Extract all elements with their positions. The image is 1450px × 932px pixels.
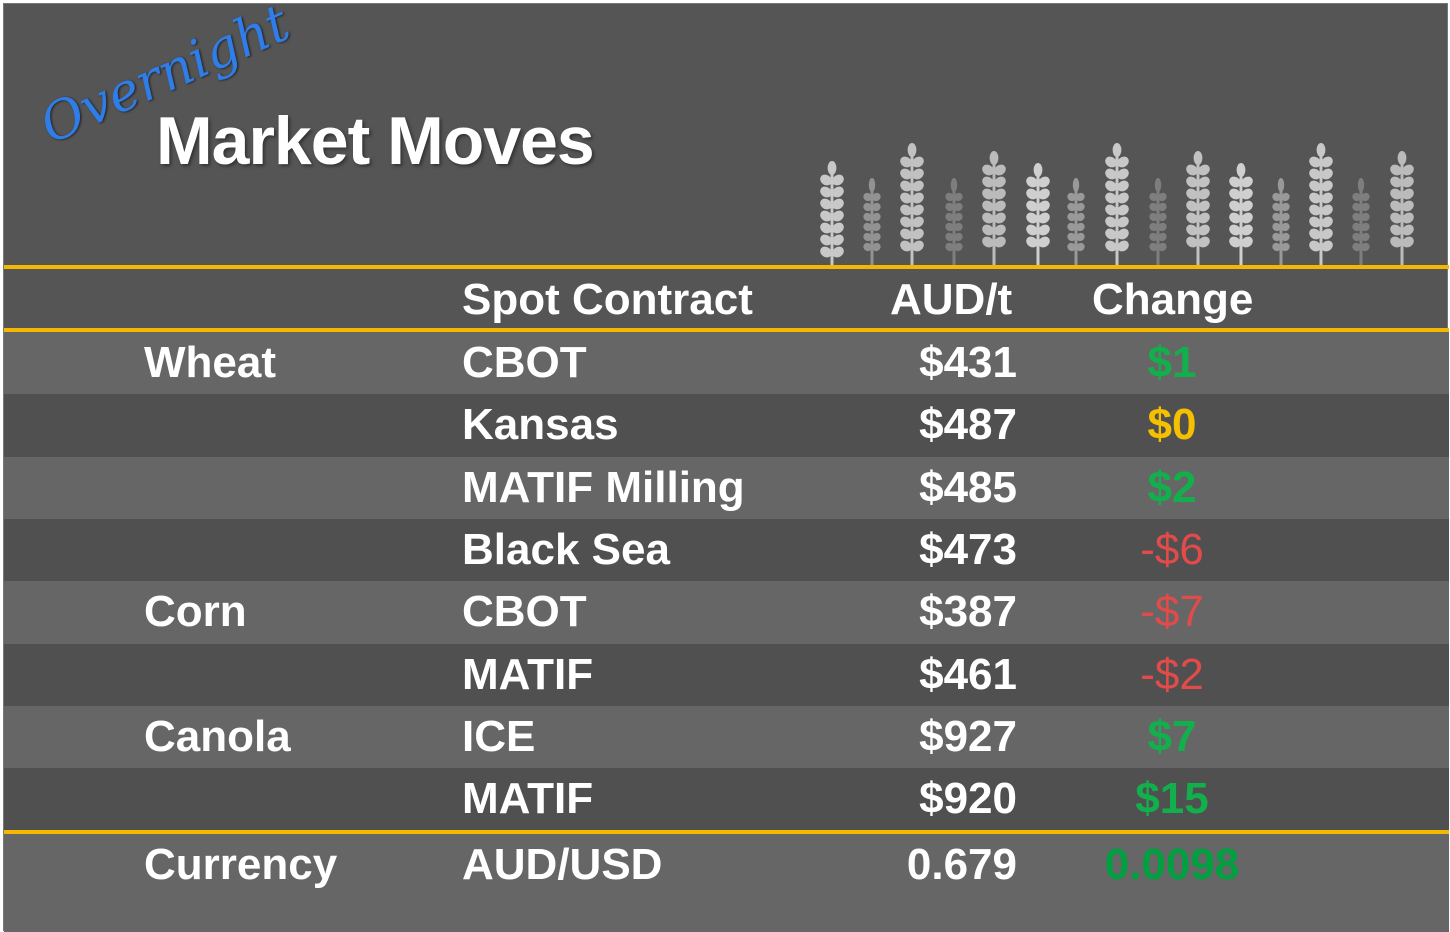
wheat-stalk-icon xyxy=(1390,151,1414,269)
header-price: AUD/t xyxy=(890,275,1013,324)
table-row: Kansas $487 $0 xyxy=(4,394,1449,457)
title: Market Moves xyxy=(156,103,595,179)
wheat-stalk-icon xyxy=(1309,143,1333,269)
currency-label: Currency xyxy=(144,840,338,889)
wheat-stalk-icon xyxy=(1352,178,1370,269)
header-change: Change xyxy=(1092,275,1254,324)
contract: MATIF xyxy=(462,649,594,699)
change: $7 xyxy=(1147,711,1197,761)
price: $487 xyxy=(919,400,1017,450)
wheat-stalk-icon xyxy=(982,151,1006,269)
contract: Kansas xyxy=(462,400,619,450)
wheat-stalk-icon xyxy=(1067,178,1085,269)
change: $15 xyxy=(1135,774,1209,824)
wheat-stalk-icon xyxy=(1149,178,1167,269)
wheat-stalk-icon xyxy=(900,143,924,269)
contract: Black Sea xyxy=(462,524,670,574)
currency-row: Currency AUD/USD 0.679 0.0098 xyxy=(4,834,1449,932)
currency-pair: AUD/USD xyxy=(462,840,663,889)
price: $473 xyxy=(919,524,1017,574)
commodity: Corn xyxy=(144,587,247,637)
change: $1 xyxy=(1147,338,1197,387)
contract: ICE xyxy=(462,711,536,761)
commodity: Wheat xyxy=(144,338,276,387)
wheat-stalk-icon xyxy=(1272,178,1290,269)
price: $920 xyxy=(919,774,1017,824)
table-row: MATIF Milling $485 $2 xyxy=(4,456,1449,520)
wheat-stalk-icon xyxy=(820,161,844,269)
divider xyxy=(4,265,1449,269)
change: -$7 xyxy=(1140,587,1204,637)
change: $2 xyxy=(1147,462,1197,512)
table-row: Canola ICE $927 $7 xyxy=(4,705,1449,769)
wheat-stalks-decoration xyxy=(820,143,1414,269)
price: $927 xyxy=(919,711,1017,761)
price: $461 xyxy=(919,649,1017,699)
table-row: MATIF $461 -$2 xyxy=(4,643,1449,706)
table-row: Corn CBOT $387 -$7 xyxy=(4,581,1449,644)
currency-price: 0.679 xyxy=(906,840,1017,889)
table-row: Wheat CBOT $431 $1 xyxy=(4,332,1449,395)
contract: CBOT xyxy=(462,338,587,387)
change: $0 xyxy=(1147,400,1197,450)
market-moves-card: Market Moves Overnight Spot Contract AUD… xyxy=(3,0,1449,932)
price: $485 xyxy=(919,462,1017,512)
wheat-stalk-icon xyxy=(863,178,881,269)
header-spot-contract: Spot Contract xyxy=(462,275,753,324)
currency-change: 0.0098 xyxy=(1104,840,1240,889)
table-row: Black Sea $473 -$6 xyxy=(4,518,1449,582)
price: $387 xyxy=(919,587,1017,637)
commodity: Canola xyxy=(144,711,291,761)
contract: MATIF Milling xyxy=(462,462,745,512)
price: $431 xyxy=(919,338,1017,387)
wheat-stalk-icon xyxy=(1026,163,1050,269)
change: -$2 xyxy=(1140,649,1204,699)
wheat-stalk-icon xyxy=(1105,143,1129,269)
contract: MATIF xyxy=(462,774,594,824)
change: -$6 xyxy=(1140,524,1204,574)
table-row: MATIF $920 $15 xyxy=(4,768,1449,831)
divider xyxy=(4,830,1449,834)
wheat-stalk-icon xyxy=(945,178,963,269)
wheat-stalk-icon xyxy=(1229,163,1253,269)
contract: CBOT xyxy=(462,587,587,637)
divider xyxy=(4,328,1449,332)
wheat-stalk-icon xyxy=(1186,151,1210,269)
